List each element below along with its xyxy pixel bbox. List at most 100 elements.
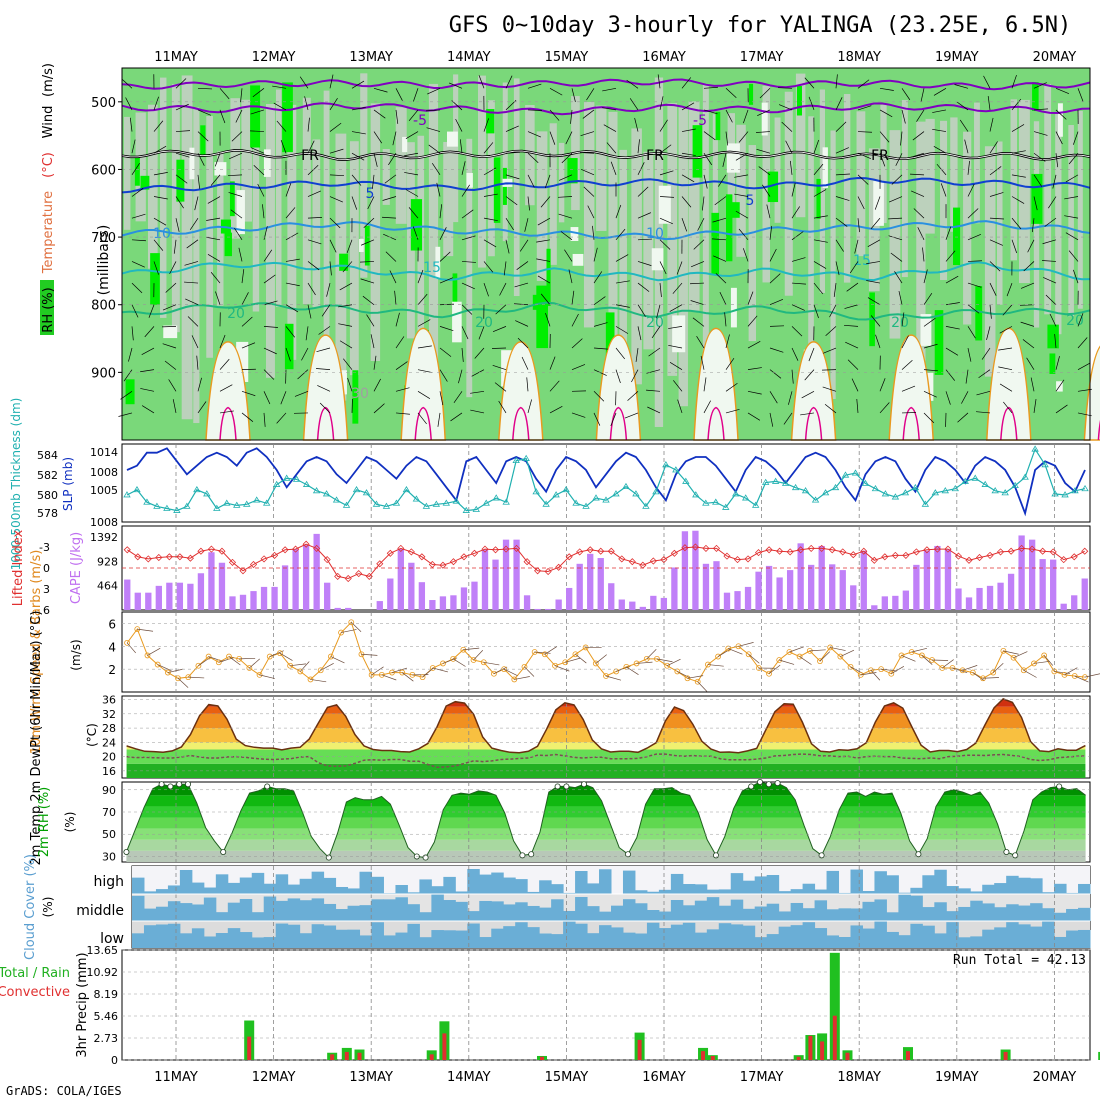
thickness-point (861, 479, 870, 486)
wind-barb (857, 152, 872, 160)
wind-barb (1054, 334, 1057, 349)
wind-speed-point (317, 667, 324, 674)
thickness-point (153, 502, 161, 509)
precip-tick-label: 8.19 (94, 988, 119, 1001)
boundary-layer-core (804, 406, 823, 441)
wind-barb (197, 153, 205, 166)
thickness-point (382, 502, 391, 509)
thickness-point (352, 485, 361, 493)
pressure-axis-label: (millibars) (96, 225, 112, 296)
boundary-layer-core (219, 406, 237, 441)
cloud-cover-bar (575, 870, 588, 894)
wind-barb (954, 84, 969, 89)
rh-moist-band (364, 225, 370, 266)
rh-2m-axis-label: 2m RH (%) (37, 787, 52, 858)
wind-barb (153, 217, 167, 226)
date-label-top: 13MAY (349, 50, 393, 65)
wind-barb (804, 369, 815, 381)
cloud-cover-bar (455, 930, 468, 948)
wind-speed-point (164, 669, 171, 676)
dewpoint-line (126, 753, 1086, 769)
cloud-cover-bar (790, 889, 804, 894)
cloud-cover-bar (694, 932, 708, 948)
thickness-point (1011, 481, 1019, 488)
cloud-cover-bar (299, 933, 313, 948)
cloud-cover-bar (886, 931, 899, 948)
wind-speed-point (338, 629, 344, 636)
wind-barb (940, 183, 947, 197)
wind-barb (981, 347, 991, 360)
wind-barb-10m (452, 658, 466, 667)
cloud-cover-bar (646, 910, 660, 921)
wind-barb (426, 109, 441, 112)
cape-bar (544, 608, 552, 610)
wind-barb (804, 77, 815, 89)
wind-barb (1055, 131, 1063, 145)
rh-dry-band (275, 89, 282, 307)
cloud-cover-bar (910, 887, 923, 894)
thickness-point (1001, 489, 1009, 496)
wind-barb (1068, 152, 1079, 165)
thickness-point (1051, 490, 1059, 497)
wind-speed-point (592, 660, 599, 667)
wind-barb (299, 76, 309, 89)
wind-barb (144, 326, 155, 338)
rh-moist-band (250, 85, 261, 148)
wind-barb (483, 282, 489, 297)
lifted-index-point (649, 557, 657, 565)
wind-barb (280, 139, 287, 154)
wind-barb (580, 169, 595, 176)
lifted-index-tick-label: 6 (43, 604, 50, 617)
wind-barb (503, 261, 507, 276)
rh-dry-band (428, 83, 439, 366)
cloud-cover-bar (215, 933, 229, 948)
wind-barb (172, 399, 177, 414)
wind-barb (659, 170, 674, 176)
wind-barb (316, 368, 331, 371)
lifted-index-point (449, 558, 458, 566)
wind-speed-point (898, 652, 905, 659)
wind-barb-10m (341, 629, 357, 633)
wind-barb (603, 124, 617, 132)
wind-barb (549, 406, 563, 414)
wind-barb (813, 189, 827, 197)
cloud-unit-label: (%) (41, 897, 55, 918)
isotherm-label: 20 (227, 306, 245, 322)
lifted-index-point (860, 547, 868, 555)
cloud-cover-bar (215, 874, 229, 894)
wind-barb (392, 131, 397, 146)
cloud-cover-bar (958, 937, 971, 948)
wind-barb (338, 323, 353, 327)
wind-speed-point (277, 650, 283, 657)
wind-barb (431, 162, 441, 176)
precip-convective-bar (808, 1035, 813, 1060)
wind-barb (505, 125, 519, 132)
wind-barb (676, 261, 683, 275)
wind-barb (624, 412, 639, 419)
rh-extreme-point (325, 854, 332, 861)
wind-barb (1055, 87, 1070, 94)
wind-barb (725, 334, 730, 349)
thickness-point (522, 454, 530, 461)
wind-barb (681, 128, 696, 132)
temperature-unit-label: (°C) (41, 152, 56, 178)
rh-dry-patch (402, 136, 408, 153)
cloud-cover-bar (862, 901, 875, 921)
wind-speed-point (1071, 673, 1078, 679)
rh-dry-band (963, 131, 972, 325)
lifted-index-point (1049, 548, 1057, 556)
cape-bar (1071, 595, 1078, 610)
wind-barb (498, 400, 507, 414)
rh-shading (122, 68, 1100, 441)
cloud-cover-bar (323, 877, 337, 894)
wind-barb (141, 405, 155, 414)
wind-barb (131, 239, 146, 242)
wind-barb (351, 174, 362, 186)
boundary-layer-core (902, 406, 920, 441)
lifted-index-point (712, 544, 721, 552)
lifted-index-point (891, 551, 899, 559)
cloud-cover-bar (1042, 908, 1055, 921)
wind-barb (373, 153, 378, 167)
rh-dry-patch (920, 314, 932, 346)
